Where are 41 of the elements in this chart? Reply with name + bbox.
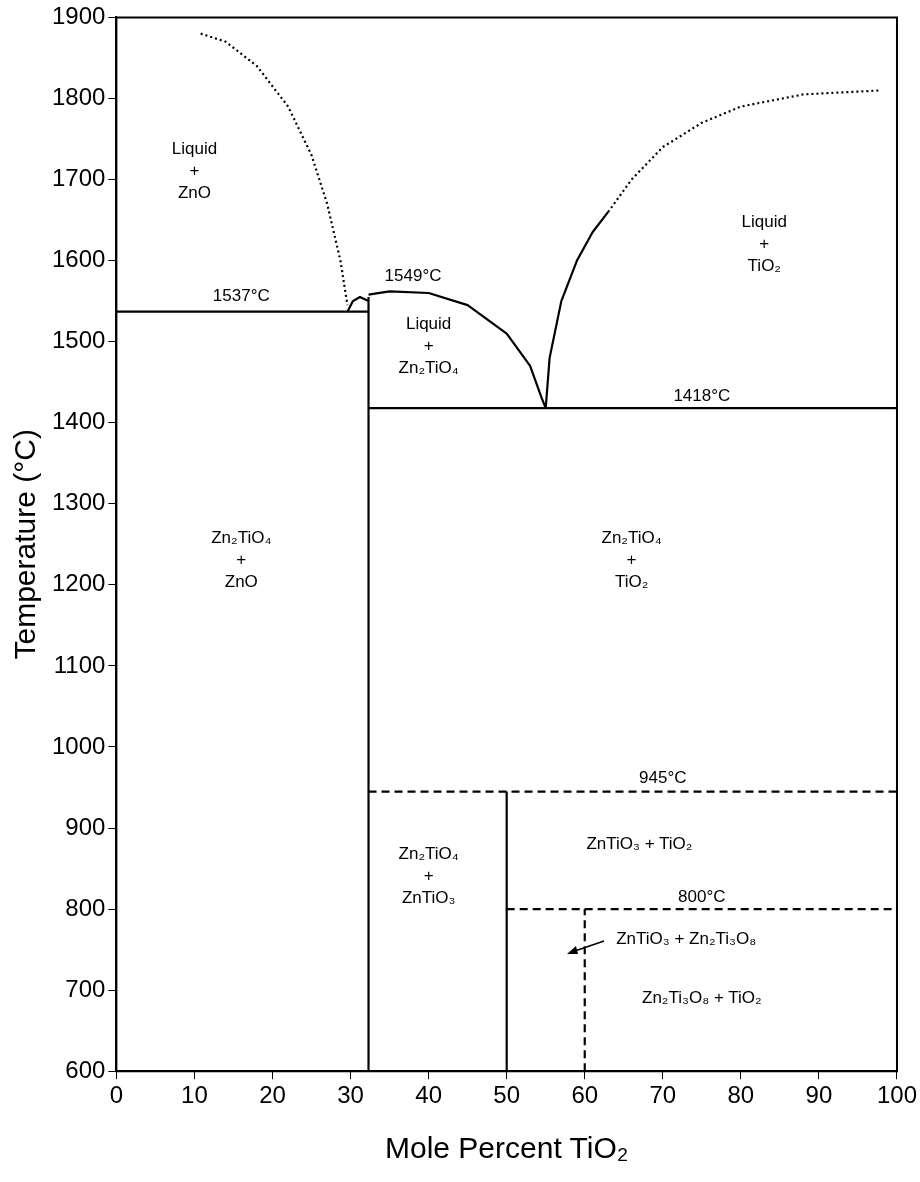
annotation: Zn₂Ti₃O₈ + TiO₂: [642, 988, 762, 1008]
y-tick-label: 1100: [53, 650, 106, 678]
y-tick-label: 900: [65, 812, 106, 840]
annotation: 800°C: [678, 887, 726, 907]
y-tick-label: 600: [65, 1055, 106, 1083]
y-tick-label: 1400: [52, 407, 106, 435]
x-tick-label: 50: [493, 1081, 521, 1109]
y-tick-label: 1900: [52, 2, 106, 30]
annotation: 1418°C: [673, 386, 731, 406]
annotation: ZnTiO₃ + TiO₂: [586, 834, 693, 854]
y-tick-label: 1500: [52, 326, 106, 354]
annotation: Zn₂TiO₄ + TiO₂: [601, 527, 662, 591]
annotation: 1537°C: [212, 286, 270, 306]
y-tick-label: 1300: [52, 488, 106, 516]
x-tick-label: 100: [876, 1081, 917, 1109]
annotation: Zn₂TiO₄ + ZnO: [211, 527, 272, 591]
y-axis-title: Temperature (°C): [8, 429, 42, 660]
x-tick-label: 80: [727, 1081, 755, 1109]
y-tick-label: 1700: [52, 164, 106, 192]
y-tick-label: 800: [65, 893, 106, 921]
annotation: ZnTiO₃ + Zn₂Ti₃O₈: [616, 929, 757, 949]
y-tick-label: 1600: [52, 245, 106, 273]
x-axis-title: Mole Percent TiO₂: [384, 1131, 629, 1165]
y-tick-label: 1200: [52, 569, 106, 597]
x-tick-label: 10: [181, 1081, 208, 1109]
y-tick-label: 700: [65, 974, 106, 1002]
annotation: Liquid + Zn₂TiO₄: [398, 313, 459, 377]
x-tick-label: 20: [259, 1081, 286, 1109]
x-tick-label: 70: [649, 1081, 677, 1109]
x-tick-label: 40: [415, 1081, 442, 1109]
x-tick-label: 0: [109, 1081, 124, 1109]
annotation: Liquid + ZnO: [171, 138, 218, 202]
y-tick-label: 1000: [52, 731, 106, 759]
annotation: 945°C: [639, 767, 687, 787]
annotation: Liquid + TiO₂: [741, 211, 787, 275]
annotation: 1549°C: [384, 266, 442, 286]
x-tick-label: 90: [805, 1081, 833, 1109]
annotation: Zn₂TiO₄ + ZnTiO₃: [398, 843, 459, 907]
y-tick-label: 1800: [52, 83, 106, 111]
x-tick-label: 30: [337, 1081, 364, 1109]
x-tick-label: 60: [571, 1081, 599, 1109]
